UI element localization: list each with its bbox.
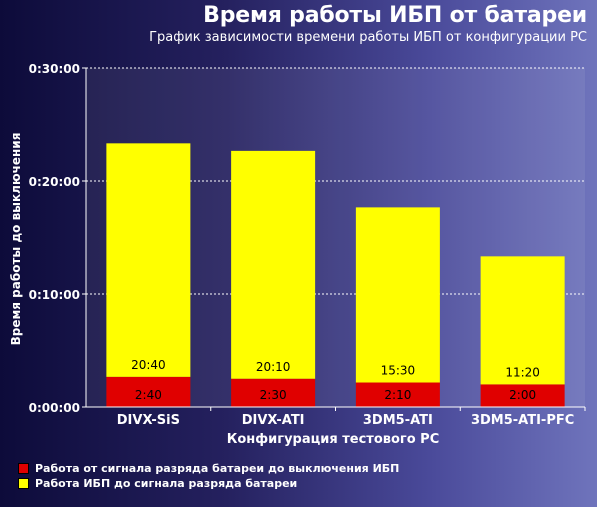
- legend-swatch-yellow: [18, 478, 29, 489]
- bar-discharge-2: [231, 378, 316, 407]
- x-axis-title: Конфигурация тестового PC: [227, 432, 440, 447]
- legend-item-red: Работа от сигнала разряда батареи до вык…: [18, 461, 399, 476]
- y-tick-label: 0:00:00: [29, 401, 80, 415]
- data-label-discharge-4: 2:00: [509, 388, 536, 402]
- data-label-discharge-2: 2:30: [260, 388, 287, 402]
- x-tick-label: 3DM5-ATI: [363, 413, 433, 428]
- bar-battery-2: [231, 150, 316, 379]
- bar-battery-4: [480, 256, 565, 385]
- x-tick-label: 3DM5-ATI-PFC: [471, 413, 574, 428]
- data-label-battery-4: 11:20: [505, 365, 540, 379]
- bar-battery-3: [355, 207, 440, 383]
- legend-label-yellow: Работа ИБП до сигнала разряда батареи: [35, 477, 298, 490]
- chart-title: Время работы ИБП от батареи: [203, 3, 587, 28]
- legend-label-red: Работа от сигнала разряда батареи до вык…: [35, 462, 400, 475]
- chart-subtitle: График зависимости времени работы ИБП от…: [149, 30, 587, 45]
- legend: Работа от сигнала разряда батареи до вык…: [18, 461, 399, 491]
- data-labels: 2:40 20:40 2:30 20:10 2:10 15:30 2:00 11:20: [131, 358, 540, 402]
- x-tick-label: DIVX-ATI: [242, 413, 305, 428]
- y-tick-label: 0:30:00: [29, 62, 80, 76]
- data-label-discharge-3: 2:10: [384, 388, 411, 402]
- y-tick-label: 0:20:00: [29, 175, 80, 189]
- data-label-battery-2: 20:10: [256, 360, 291, 374]
- y-tick-label: 0:10:00: [29, 288, 80, 302]
- y-axis-title: Время работы до выключения: [9, 133, 23, 346]
- bar-discharge-3: [355, 382, 440, 407]
- data-label-battery-3: 15:30: [381, 364, 416, 378]
- data-label-battery-1: 20:40: [131, 358, 166, 372]
- bar-discharge-1: [106, 376, 191, 407]
- legend-item-yellow: Работа ИБП до сигнала разряда батареи: [18, 476, 399, 491]
- axes: 0:00:00 0:10:00 0:20:00 0:30:00 DIVX-SiS DIVX…: [29, 62, 586, 428]
- gridlines: [86, 67, 585, 295]
- data-label-discharge-1: 2:40: [135, 388, 162, 402]
- bars: [106, 143, 565, 407]
- bar-battery-1: [106, 143, 191, 377]
- x-tick-label: DIVX-SiS: [117, 413, 180, 428]
- bar-discharge-4: [480, 384, 565, 407]
- legend-swatch-red: [18, 463, 29, 474]
